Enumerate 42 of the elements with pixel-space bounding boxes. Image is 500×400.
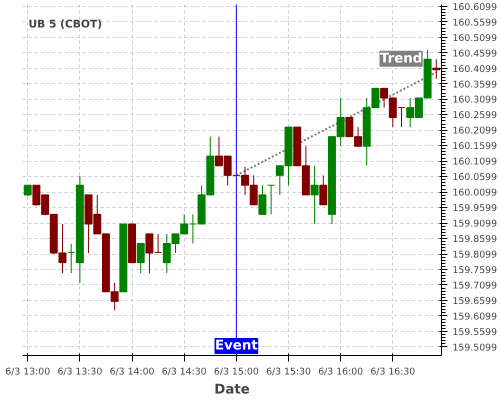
series-label: Trend bbox=[380, 51, 422, 66]
text: UB 5 (CBOT) bbox=[28, 18, 102, 30]
y-tick-label: 160.3099 bbox=[452, 94, 498, 106]
y-tick-label: 159.8599 bbox=[452, 234, 498, 246]
ref-line-label: Event bbox=[215, 338, 258, 354]
x-tick-label: 6/3 14:00 bbox=[110, 366, 155, 378]
y-tick-label: 159.5099 bbox=[452, 342, 498, 354]
candlestick bbox=[258, 184, 266, 215]
y-tick-label: 159.7099 bbox=[452, 280, 498, 292]
y-tick-label: 160.3599 bbox=[452, 79, 498, 90]
x-tick-label: 6/3 13:00 bbox=[5, 366, 50, 378]
candlestick bbox=[310, 165, 319, 224]
y-tick-label: 159.6099 bbox=[452, 311, 498, 322]
y-tick-label: 159.7599 bbox=[452, 264, 498, 276]
y-tick-label: 160.0099 bbox=[452, 188, 498, 199]
candlestick bbox=[24, 184, 32, 197]
y-tick-label: 160.2099 bbox=[452, 126, 498, 137]
x-tick-label: 6/3 16:00 bbox=[318, 366, 364, 378]
candlestick bbox=[136, 242, 145, 274]
y-tick-label: 160.2599 bbox=[452, 110, 498, 122]
y-tick-label: 160.1099 bbox=[452, 156, 498, 168]
y-tick-label: 159.9599 bbox=[452, 203, 498, 214]
y-tick-label: 159.5599 bbox=[452, 326, 498, 338]
x-tick-label: 6/3 15:00 bbox=[214, 366, 259, 378]
y-tick-label: 159.8099 bbox=[452, 250, 498, 261]
x-tick-label: 6/3 16:30 bbox=[370, 366, 416, 378]
candlestick bbox=[319, 174, 328, 206]
x-axis-title: Date bbox=[214, 382, 250, 398]
y-tick-label: 160.6099 bbox=[452, 2, 498, 13]
y-tick-label: 160.0599 bbox=[452, 172, 498, 184]
x-tick-label: 6/3 14:30 bbox=[162, 366, 207, 378]
candlestick bbox=[267, 184, 276, 215]
candlestick bbox=[432, 58, 440, 80]
y-tick-label: 160.5599 bbox=[452, 17, 498, 28]
y-tick-label: 160.4099 bbox=[452, 64, 498, 75]
y-tick-label: 159.6599 bbox=[452, 296, 498, 307]
y-tick-label: 160.4599 bbox=[452, 48, 498, 60]
y-tick-label: 159.9099 bbox=[452, 218, 498, 230]
y-tick-label: 160.1599 bbox=[452, 141, 498, 152]
x-tick-label: 6/3 15:30 bbox=[266, 366, 311, 378]
x-tick-label: 6/3 13:30 bbox=[57, 366, 102, 378]
y-tick-label: 160.5099 bbox=[452, 32, 498, 44]
